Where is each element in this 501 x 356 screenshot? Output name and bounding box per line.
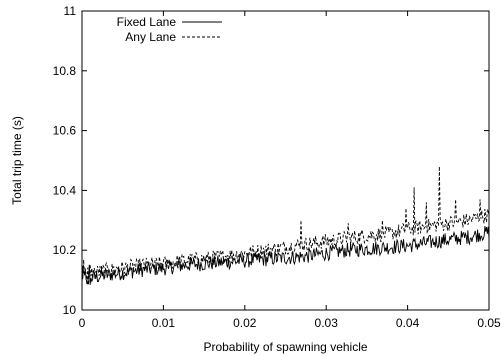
y-tick-label-1: 10.2 bbox=[53, 243, 77, 257]
x-tick-label-1: 0.01 bbox=[152, 316, 176, 330]
legend-label-fixed-lane: Fixed Lane bbox=[117, 15, 177, 29]
plot-frame bbox=[81, 10, 490, 311]
y-axis-title: Total trip time (s) bbox=[10, 116, 24, 205]
x-axis-title: Probability of spawning vehicle bbox=[203, 340, 367, 354]
series-line-fixed-lane bbox=[81, 225, 490, 285]
y-tick-label-0: 10 bbox=[63, 303, 77, 317]
tick-labels: 0 0.01 0.02 0.03 0.04 0.05 10 10.2 10.4 10.6 10.8 1… bbox=[53, 4, 501, 330]
y-tick-label-5: 11 bbox=[64, 4, 77, 18]
series-line-any-lane bbox=[81, 166, 490, 285]
y-tick-label-4: 10.8 bbox=[53, 64, 77, 78]
x-tick-label-4: 0.04 bbox=[396, 316, 420, 330]
series-layer bbox=[81, 166, 490, 285]
x-tick-label-2: 0.02 bbox=[233, 316, 257, 330]
x-tick-label-5: 0.05 bbox=[477, 316, 501, 330]
y-tick-label-3: 10.6 bbox=[53, 124, 77, 138]
x-tick-label-3: 0.03 bbox=[315, 316, 339, 330]
legend-label-any-lane: Any Lane bbox=[125, 30, 176, 44]
x-tick-label-0: 0 bbox=[79, 316, 86, 330]
axis-ticks bbox=[81, 10, 490, 311]
y-tick-label-2: 10.4 bbox=[53, 183, 77, 197]
legend: Fixed Lane Any Lane bbox=[117, 15, 222, 44]
